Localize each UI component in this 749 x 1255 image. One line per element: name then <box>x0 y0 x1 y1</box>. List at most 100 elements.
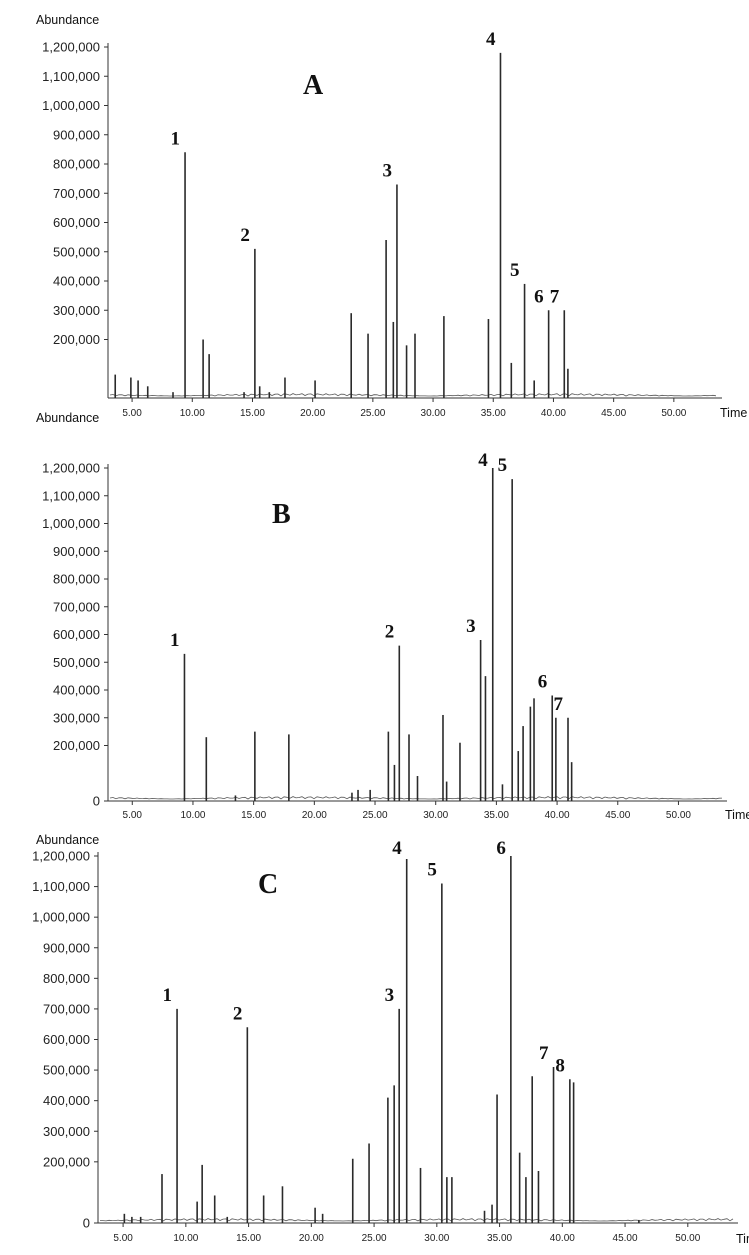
x-tick-label: 15.00 <box>240 408 265 419</box>
x-tick-label: 10.00 <box>173 1233 198 1244</box>
y-tick-label: 600,000 <box>53 627 100 642</box>
panel-a: Abundance 200,000 300,000 400,000 500,000 600… <box>36 13 747 420</box>
x-axis-title: Time <box>725 808 749 822</box>
panel-letter: A <box>303 70 324 101</box>
peak-label: 4 <box>392 838 402 859</box>
peak-label: 2 <box>385 622 395 643</box>
x-tick-label: 50.00 <box>675 1233 700 1244</box>
panel-c: Abundance 0 200,000 300,000 400,000 500,000 60… <box>32 833 749 1246</box>
y-tick-label: 500,000 <box>53 244 100 259</box>
peak-label: 4 <box>478 450 488 471</box>
y-tick-label: 0 <box>93 794 100 809</box>
x-tick-label: 25.00 <box>362 1233 387 1244</box>
x-axis-title: Time <box>736 1232 749 1246</box>
x-tick-label: 35.00 <box>484 810 509 821</box>
peak-label: 7 <box>539 1043 549 1064</box>
x-tick-label: 10.00 <box>180 408 205 419</box>
y-tick-label: 700,000 <box>43 1001 90 1016</box>
y-tick-label: 1,000,000 <box>42 98 100 113</box>
peak-label: 1 <box>170 630 180 651</box>
peak-label: 7 <box>550 286 560 307</box>
peak-label: 1 <box>171 128 181 149</box>
y-tick-label: 1,200,000 <box>32 849 90 864</box>
y-tick-label: 1,000,000 <box>32 910 90 925</box>
y-tick-label: 900,000 <box>43 940 90 955</box>
y-tick-label: 800,000 <box>53 572 100 587</box>
y-tick-label: 300,000 <box>53 710 100 725</box>
panel-letter: B <box>272 499 291 530</box>
x-tick-label: 30.00 <box>421 408 446 419</box>
peak-label: 5 <box>498 455 508 476</box>
y-tick-label: 1,100,000 <box>32 879 90 894</box>
baseline-trace <box>109 393 717 397</box>
peak-label: 3 <box>385 985 395 1006</box>
peak-label: 1 <box>163 985 173 1006</box>
y-tick-label: 800,000 <box>53 157 100 172</box>
peak-label: 7 <box>554 694 564 715</box>
peak-label: 5 <box>427 860 437 881</box>
x-tick-label: 5.00 <box>122 408 142 419</box>
panel-b: Abundance 0 200,000 300,000 400,000 500,000 60… <box>36 411 749 822</box>
y-tick-label: 600,000 <box>53 215 100 230</box>
x-tick-label: 45.00 <box>601 408 626 419</box>
y-axis-title: Abundance <box>36 13 99 27</box>
peak-label: 3 <box>382 160 392 181</box>
y-tick-label: 900,000 <box>53 127 100 142</box>
peak-label: 4 <box>486 29 496 50</box>
x-tick-label: 35.00 <box>481 408 506 419</box>
y-tick-label: 600,000 <box>43 1032 90 1047</box>
y-tick-label: 400,000 <box>53 274 100 289</box>
y-tick-label: 1,100,000 <box>42 69 100 84</box>
x-axis-title: Time <box>720 406 747 420</box>
x-tick-label: 5.00 <box>123 810 143 821</box>
x-tick-label: 40.00 <box>550 1233 575 1244</box>
peak-label: 3 <box>466 616 476 637</box>
peak-label: 6 <box>538 672 548 693</box>
y-tick-label: 400,000 <box>43 1093 90 1108</box>
y-tick-label: 900,000 <box>53 544 100 559</box>
y-tick-label: 800,000 <box>43 971 90 986</box>
y-tick-label: 700,000 <box>53 599 100 614</box>
x-tick-label: 50.00 <box>666 810 691 821</box>
y-tick-label: 500,000 <box>43 1063 90 1078</box>
x-tick-label: 45.00 <box>605 810 630 821</box>
x-tick-label: 10.00 <box>180 810 205 821</box>
y-tick-label: 1,200,000 <box>42 461 100 476</box>
y-tick-label: 0 <box>83 1216 90 1231</box>
panel-letter: C <box>258 869 278 900</box>
peak-label: 6 <box>496 838 506 859</box>
y-tick-label: 1,000,000 <box>42 516 100 531</box>
y-tick-label: 200,000 <box>43 1154 90 1169</box>
x-tick-label: 15.00 <box>236 1233 261 1244</box>
y-tick-label: 500,000 <box>53 655 100 670</box>
x-tick-label: 30.00 <box>423 810 448 821</box>
x-tick-label: 45.00 <box>613 1233 638 1244</box>
peak-label: 8 <box>555 1055 565 1076</box>
y-tick-label: 200,000 <box>53 332 100 347</box>
x-tick-label: 35.00 <box>487 1233 512 1244</box>
x-tick-label: 15.00 <box>241 810 266 821</box>
x-tick-label: 20.00 <box>300 408 325 419</box>
x-tick-label: 20.00 <box>302 810 327 821</box>
y-tick-label: 300,000 <box>53 303 100 318</box>
x-tick-label: 40.00 <box>545 810 570 821</box>
y-axis-title: Abundance <box>36 411 99 425</box>
peak-label: 6 <box>534 286 544 307</box>
peak-label: 2 <box>240 225 250 246</box>
y-axis-title: Abundance <box>36 833 99 847</box>
x-tick-label: 30.00 <box>424 1233 449 1244</box>
peak-label: 2 <box>233 1003 243 1024</box>
x-tick-label: 25.00 <box>363 810 388 821</box>
peak-label: 5 <box>510 260 520 281</box>
x-tick-label: 40.00 <box>541 408 566 419</box>
y-tick-label: 1,100,000 <box>42 488 100 503</box>
x-tick-label: 20.00 <box>299 1233 324 1244</box>
baseline-trace <box>100 1218 734 1222</box>
x-tick-label: 50.00 <box>661 408 686 419</box>
y-tick-label: 300,000 <box>43 1124 90 1139</box>
y-tick-label: 700,000 <box>53 186 100 201</box>
y-tick-label: 400,000 <box>53 683 100 698</box>
baseline-trace <box>109 796 723 800</box>
y-tick-label: 200,000 <box>53 738 100 753</box>
